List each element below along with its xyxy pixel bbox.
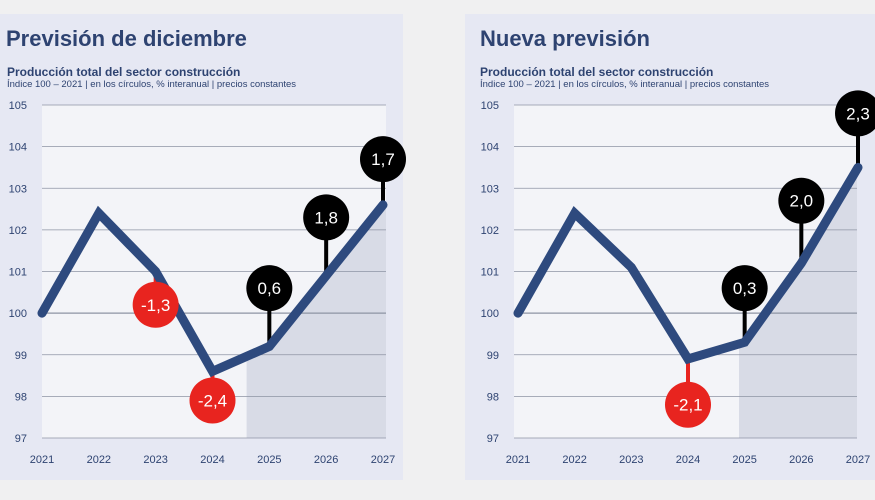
y-tick-label: 97 — [15, 433, 27, 445]
x-tick-label: 2024 — [200, 454, 224, 466]
annotation-label: -2,1 — [673, 396, 702, 415]
y-tick-label: 99 — [15, 350, 27, 362]
forecast-shading — [739, 167, 858, 438]
forecast-shading — [246, 204, 386, 438]
annotation-label: 1,7 — [371, 150, 395, 169]
annotation-bubble — [360, 136, 406, 183]
line-chart-new-forecast: 97 98 99 100 101 102 103 104 105 2021 2022 2023 2024… — [481, 90, 875, 466]
y-tick-label: 100 — [9, 308, 27, 320]
y-tick-label: 101 — [9, 267, 27, 279]
x-tick-label: 2021 — [30, 454, 54, 466]
y-tick-label: 100 — [481, 308, 499, 320]
y-tick-label: 104 — [481, 142, 499, 154]
annotation-bubble — [189, 377, 236, 424]
chart-note: Índice 100 – 2021 | en los círculos, % i… — [480, 79, 770, 90]
y-tick-label: 103 — [481, 183, 499, 195]
line-chart-december: 97 98 99 100 101 102 103 104 105 2021 2022 2023 2024… — [9, 100, 406, 466]
annotation-bubble — [778, 177, 825, 224]
x-tick-label: 2026 — [789, 454, 813, 466]
annotation-bubble — [721, 265, 768, 312]
x-tick-label: 2022 — [87, 454, 111, 466]
y-tick-label: 98 — [487, 391, 499, 403]
y-tick-label: 105 — [481, 100, 499, 112]
chart-panel-december: Previsión de diciembre Producción total … — [0, 14, 406, 480]
annotation-label: 1,8 — [314, 208, 338, 227]
annotation-label: -1,3 — [141, 296, 170, 315]
y-tick-label: 99 — [487, 350, 499, 362]
y-tick-label: 98 — [15, 391, 27, 403]
y-tick-label: 102 — [481, 225, 499, 237]
annotation-bubble — [246, 265, 293, 312]
x-tick-label: 2027 — [371, 454, 395, 466]
chart-title: Previsión de diciembre — [6, 26, 247, 51]
chart-note: Índice 100 – 2021 | en los círculos, % i… — [7, 79, 297, 90]
annotation-label: 0,6 — [258, 279, 282, 298]
x-tick-label: 2023 — [619, 454, 643, 466]
y-tick-label: 103 — [9, 183, 27, 195]
x-tick-label: 2024 — [676, 454, 700, 466]
x-tick-label: 2026 — [314, 454, 338, 466]
y-tick-label: 97 — [487, 433, 499, 445]
annotation-label: 0,3 — [733, 279, 757, 298]
x-tick-label: 2022 — [562, 454, 586, 466]
y-tick-label: 105 — [9, 100, 27, 112]
chart-subtitle: Producción total del sector construcción — [7, 65, 241, 79]
x-tick-label: 2023 — [143, 454, 167, 466]
annotation-bubble — [303, 194, 350, 241]
chart-panel-new-forecast: Nueva previsión Producción total del sec… — [465, 14, 875, 480]
chart-title: Nueva previsión — [480, 26, 650, 51]
annotation-label: -2,4 — [198, 392, 227, 411]
annotation-bubble — [835, 90, 875, 137]
annotation-bubble — [665, 381, 711, 428]
annotation-bubble — [132, 281, 179, 328]
chart-subtitle: Producción total del sector construcción — [480, 65, 714, 79]
y-tick-label: 104 — [9, 142, 27, 154]
annotation-label: 2,0 — [790, 192, 814, 211]
x-tick-label: 2025 — [732, 454, 756, 466]
annotation-label: 2,3 — [846, 104, 870, 123]
x-tick-label: 2025 — [257, 454, 281, 466]
x-tick-label: 2027 — [846, 454, 870, 466]
y-tick-label: 101 — [481, 267, 499, 279]
x-tick-label: 2021 — [506, 454, 530, 466]
y-tick-label: 102 — [9, 225, 27, 237]
